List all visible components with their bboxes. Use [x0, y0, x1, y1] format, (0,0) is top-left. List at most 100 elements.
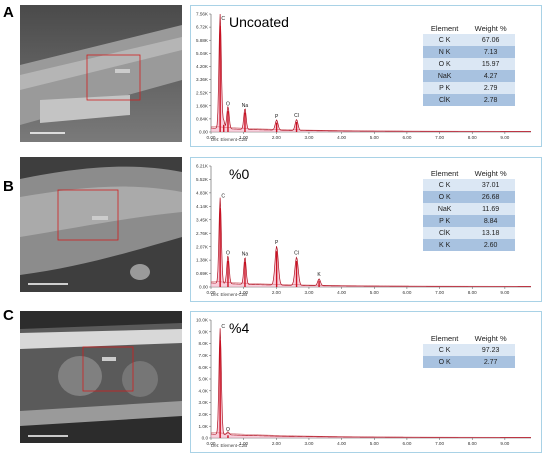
x-tick-label: 6.00 — [402, 135, 411, 140]
cell-weight: 7.13 — [466, 46, 515, 58]
detector-label: Det: Element-C2B — [211, 443, 248, 448]
col-element: Element — [423, 333, 467, 344]
x-tick-label: 4.00 — [337, 441, 346, 446]
y-tick-label: 0.84K — [196, 116, 209, 121]
y-tick-label: 5.04K — [196, 51, 209, 56]
cell-element: P K — [423, 82, 467, 94]
x-tick-label: 8.00 — [468, 441, 477, 446]
panel-a: A 0.00 0.84K 1.68K 2.52K 3.36K 4.20K 5.04K 5.88… — [0, 0, 550, 147]
panel-letter: B — [3, 178, 14, 195]
cell-weight: 11.69 — [466, 203, 515, 215]
cell-element: C K — [423, 179, 467, 191]
x-tick-label: 1.00 — [239, 135, 248, 140]
cell-element: C K — [423, 34, 467, 46]
x-tick-label: 5.00 — [370, 135, 379, 140]
y-tick-label: 6.0K — [199, 365, 209, 370]
cell-weight: 37.01 — [466, 179, 515, 191]
x-tick-label: 5.00 — [370, 441, 379, 446]
eds-spectrum-chart: 0.0 1.0K 2.0K 3.0K 4.0K 5.0K 6.0K 7.0K 8.0K 9.0K 1… — [196, 318, 531, 446]
x-tick-label: 2.00 — [272, 290, 281, 295]
y-tick-label: 2.52K — [196, 90, 209, 95]
x-tick-label: 3.00 — [304, 441, 313, 446]
x-tick-label: 9.00 — [500, 290, 509, 295]
sem-fiber-image — [20, 157, 182, 292]
y-tick-label: 3.0K — [199, 400, 209, 405]
y-tick-label: 1.38K — [196, 258, 209, 263]
panel-b: B 0.00 0.69K 1.38K 2.07K 2.76K 3.45K 4.14K 4.83… — [0, 150, 550, 302]
cell-weight: 15.97 — [466, 58, 515, 70]
peak-label: C — [221, 193, 225, 199]
x-tick-label: 4.00 — [337, 290, 346, 295]
background-line — [210, 432, 531, 438]
cell-weight: 2.78 — [466, 94, 515, 106]
col-weight: Weight % — [466, 23, 515, 34]
table-row: K K 2.60 — [423, 239, 515, 251]
y-tick-label: 3.36K — [196, 77, 209, 82]
table-row: O K 2.77 — [423, 356, 515, 368]
cell-element: P K — [423, 215, 467, 227]
y-tick-label: 2.76K — [196, 231, 209, 236]
y-tick-label: 5.0K — [199, 377, 209, 382]
y-tick-label: 0.69K — [196, 271, 209, 276]
col-element: Element — [423, 23, 467, 34]
sample-label: Uncoated — [229, 14, 289, 30]
y-tick-label: 6.72K — [196, 25, 209, 30]
cell-element: O K — [423, 58, 467, 70]
detector-label: Det: Element-C2B — [211, 137, 248, 142]
y-tick-label: 4.14K — [196, 204, 209, 209]
cell-weight: 26.68 — [466, 191, 515, 203]
y-tick-label: 0.00 — [199, 285, 208, 290]
cell-element: K K — [423, 239, 467, 251]
x-tick-label: 2.00 — [272, 135, 281, 140]
background-line — [210, 280, 531, 287]
sem-micrograph — [20, 157, 182, 292]
x-tick-label: 3.00 — [304, 290, 313, 295]
table-row: C K 67.06 — [423, 34, 515, 46]
x-tick-label: 7.00 — [435, 290, 444, 295]
y-tick-label: 5.88K — [196, 38, 209, 43]
table-row: P K 8.84 — [423, 215, 515, 227]
y-tick-label: 8.0K — [199, 341, 209, 346]
cell-weight: 2.79 — [466, 82, 515, 94]
table-row: O K 26.68 — [423, 191, 515, 203]
cell-element: NaK — [423, 70, 467, 82]
y-tick-label: 4.20K — [196, 64, 209, 69]
detector-label: Det: Element-C2B — [211, 292, 248, 297]
background-line — [210, 126, 531, 132]
y-tick-label: 2.07K — [196, 244, 209, 249]
eds-spectrum-chart: 0.00 0.84K 1.68K 2.52K 3.36K 4.20K 5.04K 5.88K 6… — [196, 12, 531, 140]
x-tick-label: 1.00 — [239, 441, 248, 446]
table-row: ClK 2.78 — [423, 94, 515, 106]
y-tick-label: 2.0K — [199, 412, 209, 417]
cell-element: ClK — [423, 94, 467, 106]
table-row: NaK 4.27 — [423, 70, 515, 82]
x-tick-label: 4.00 — [337, 135, 346, 140]
eds-spectrum-frame: 0.0 1.0K 2.0K 3.0K 4.0K 5.0K 6.0K 7.0K 8.0K 9.0K 1… — [190, 311, 542, 453]
table-row: N K 7.13 — [423, 46, 515, 58]
x-tick-label: 0.00 — [207, 441, 216, 446]
x-tick-label: 3.00 — [304, 135, 313, 140]
sem-micrograph — [20, 311, 182, 443]
x-tick-label: 7.00 — [435, 135, 444, 140]
cell-weight: 8.84 — [466, 215, 515, 227]
x-tick-label: 0.00 — [207, 290, 216, 295]
sample-label: %4 — [229, 320, 250, 336]
peak-label: Cl — [294, 251, 299, 257]
eds-spectrum-frame: 0.00 0.69K 1.38K 2.07K 2.76K 3.45K 4.14K 4.83K 5… — [190, 157, 542, 302]
x-tick-label: 1.00 — [239, 290, 248, 295]
eds-spectrum-chart: 0.00 0.69K 1.38K 2.07K 2.76K 3.45K 4.14K 4.83K 5… — [196, 164, 531, 295]
cell-weight: 2.77 — [466, 356, 515, 368]
y-tick-label: 4.83K — [196, 190, 209, 195]
y-tick-label: 10.0K — [196, 318, 209, 323]
cell-element: O K — [423, 191, 467, 203]
y-tick-label: 1.68K — [196, 103, 209, 108]
x-tick-label: 9.00 — [500, 441, 509, 446]
table-row: O K 15.97 — [423, 58, 515, 70]
col-element: Element — [423, 168, 467, 179]
cell-weight: 13.18 — [466, 227, 515, 239]
x-tick-label: 7.00 — [435, 441, 444, 446]
y-tick-label: 5.52K — [196, 177, 209, 182]
y-tick-label: 0.0 — [202, 436, 209, 441]
panel-c: C 0.0 1.0K 2.0K 3.0K 4.0K 5.0K 6.0K 7.0K 8.0K 9.0… — [0, 303, 550, 453]
x-tick-label: 5.00 — [370, 290, 379, 295]
